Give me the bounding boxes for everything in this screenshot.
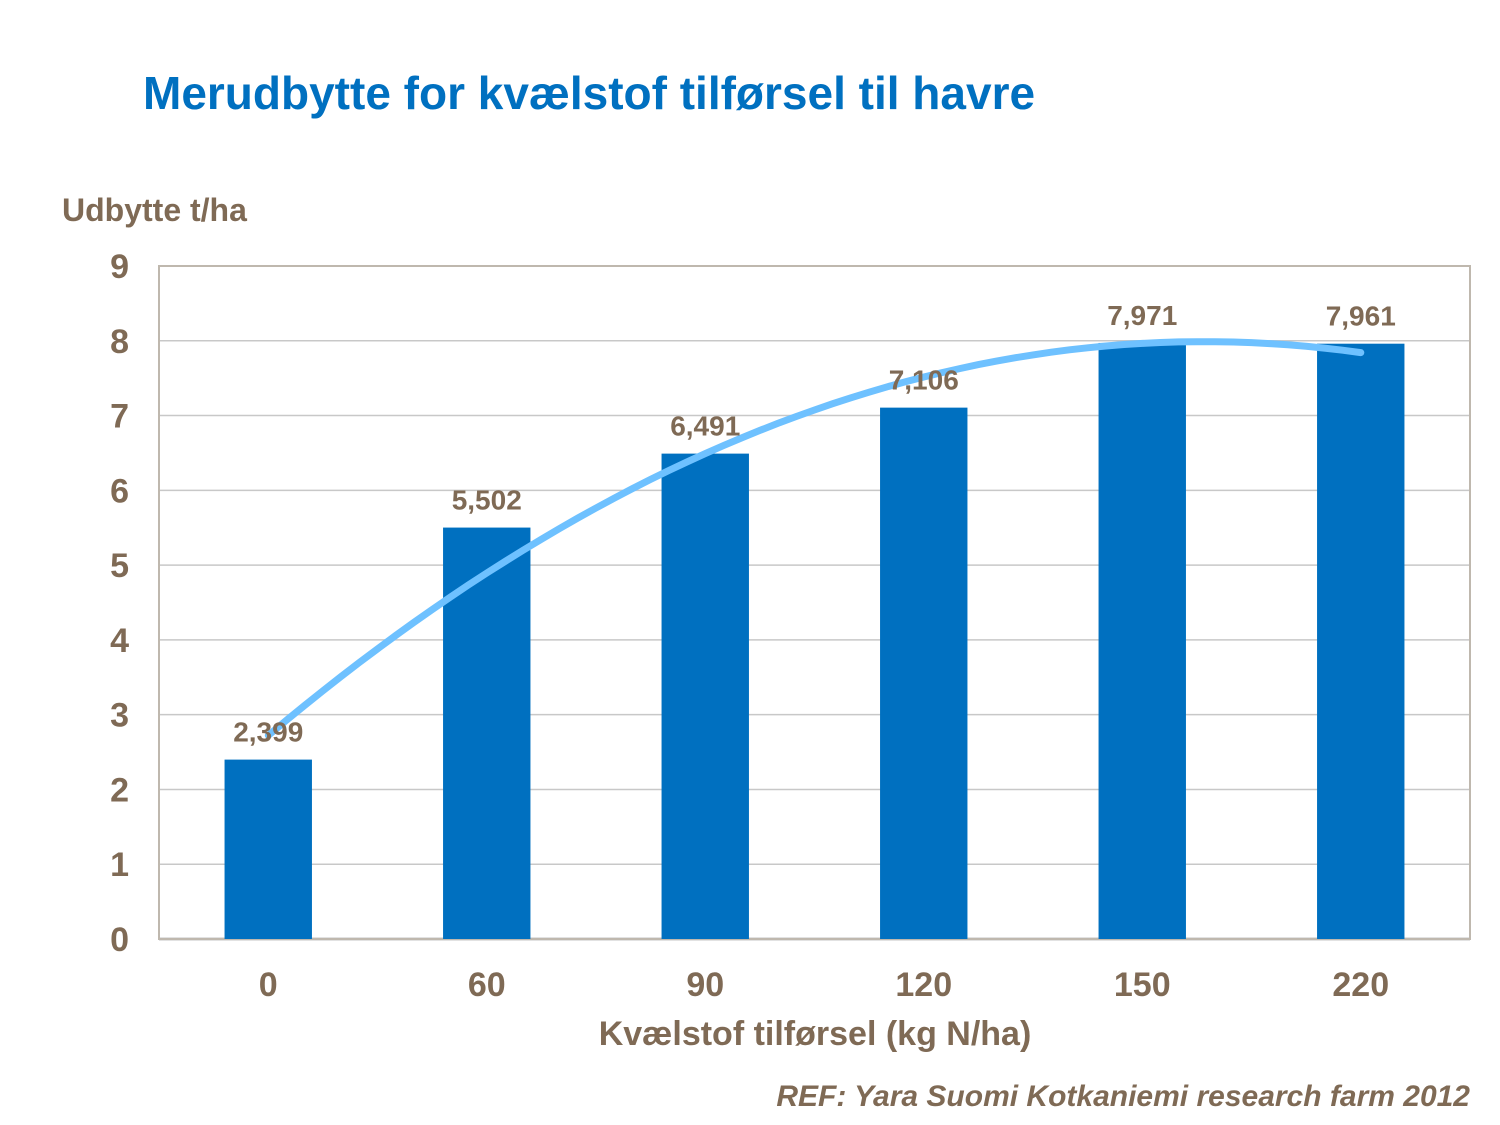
trendline	[264, 338, 1365, 739]
page-title: Merudbytte for kvælstof tilførsel til ha…	[143, 67, 1036, 119]
data-label: 6,491	[670, 411, 740, 442]
bar	[880, 407, 968, 939]
y-tick-label: 1	[110, 846, 129, 884]
y-tick-label: 5	[110, 547, 129, 585]
value-labels: 2,399 5,502 6,491 7,106 7,971 7,961	[233, 300, 1396, 748]
data-label: 2,399	[233, 717, 303, 748]
y-tick-label: 0	[110, 921, 129, 959]
bar	[1317, 343, 1405, 940]
y-tick-label: 6	[110, 472, 129, 510]
x-tick-label: 150	[1114, 966, 1171, 1004]
y-tick-label: 3	[110, 697, 129, 735]
y-axis-label: Udbytte t/ha	[62, 192, 247, 228]
x-ticks: 0 60 90 120 150 220	[259, 966, 1389, 1004]
x-tick-label: 60	[468, 966, 506, 1004]
data-label: 7,961	[1326, 301, 1396, 332]
y-tick-label: 2	[110, 771, 129, 809]
source-note: REF: Yara Suomi Kotkaniemi research farm…	[776, 1080, 1470, 1113]
bars	[224, 342, 1405, 940]
y-tick-label: 9	[110, 248, 129, 286]
x-tick-label: 90	[686, 966, 724, 1004]
bar	[1098, 342, 1186, 940]
x-tick-label: 0	[259, 966, 278, 1004]
data-label: 7,106	[889, 365, 959, 396]
y-ticks: 0 1 2 3 4 5 6 7 8 9	[110, 248, 129, 959]
bar	[661, 453, 749, 939]
x-axis-label: Kvælstof tilførsel (kg N/ha)	[598, 1015, 1032, 1053]
plot-area	[158, 265, 1471, 940]
y-tick-label: 8	[110, 323, 129, 361]
x-tick-label: 220	[1332, 966, 1389, 1004]
y-tick-label: 4	[110, 622, 129, 660]
y-tick-label: 7	[110, 398, 129, 436]
data-label: 7,971	[1107, 300, 1177, 331]
bar	[224, 759, 312, 939]
trendline-curve	[264, 338, 1365, 739]
gridlines	[159, 340, 1470, 941]
x-tick-label: 120	[895, 966, 952, 1004]
data-label: 5,502	[452, 485, 522, 516]
